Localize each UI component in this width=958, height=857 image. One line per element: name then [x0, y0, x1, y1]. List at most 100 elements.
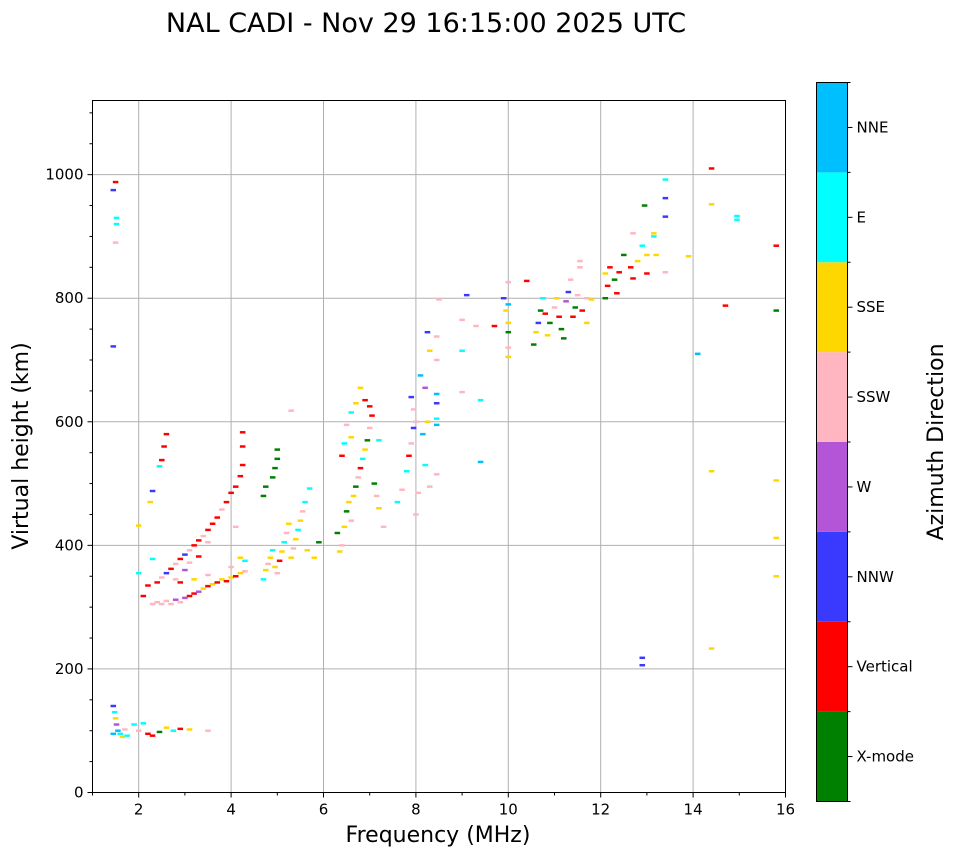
data-point	[186, 549, 193, 552]
data-point	[357, 386, 364, 390]
data-point	[584, 321, 590, 325]
data-point	[567, 278, 574, 281]
data-point	[205, 584, 211, 588]
x-tick-label: 16	[776, 801, 795, 819]
data-point	[110, 704, 117, 708]
colorbar-label: E	[857, 208, 866, 226]
x-axis-title: Frequency (MHz)	[346, 823, 531, 848]
data-point	[551, 306, 558, 309]
data-point	[722, 304, 729, 307]
data-point	[572, 306, 579, 309]
data-point	[195, 539, 202, 542]
plot-frame	[92, 100, 786, 793]
data-point	[239, 463, 246, 467]
data-point	[558, 327, 565, 331]
data-point	[110, 732, 117, 736]
data-point	[159, 602, 165, 606]
colorbar-segment	[816, 352, 848, 442]
data-point	[149, 602, 156, 606]
data-point	[662, 215, 669, 218]
data-point	[110, 188, 117, 192]
data-point	[463, 293, 470, 297]
data-point	[424, 420, 431, 424]
data-point	[353, 402, 359, 405]
data-point	[436, 298, 442, 301]
data-point	[408, 395, 415, 399]
data-point	[433, 335, 440, 338]
data-point	[205, 541, 211, 544]
data-point	[477, 460, 484, 464]
data-point	[293, 537, 299, 541]
data-point	[376, 507, 382, 510]
data-point	[426, 349, 433, 352]
y-tick-label: 800	[55, 289, 84, 307]
data-point	[651, 235, 657, 238]
colorbar-segment	[816, 711, 848, 802]
data-point	[209, 583, 216, 586]
x-tick-label: 10	[499, 801, 518, 819]
data-point	[112, 717, 119, 720]
data-point	[237, 571, 244, 575]
data-points	[110, 167, 780, 739]
x-tick-label: 14	[684, 801, 703, 819]
data-point	[565, 290, 572, 294]
data-point	[149, 557, 156, 561]
data-point	[503, 309, 509, 312]
data-point	[577, 259, 583, 263]
data-point	[574, 293, 581, 297]
x-tick-label: 2	[134, 801, 144, 819]
data-point	[505, 355, 512, 359]
data-point	[228, 576, 234, 579]
data-point	[473, 324, 479, 328]
data-point	[708, 647, 715, 650]
data-point	[685, 254, 692, 258]
data-point	[223, 579, 230, 583]
y-tick-label: 600	[55, 413, 84, 431]
data-point	[355, 476, 361, 479]
data-point	[554, 296, 560, 300]
colorbar-label: SSE	[857, 298, 886, 316]
data-point	[639, 656, 646, 660]
colorbar-frame	[816, 82, 848, 802]
data-point	[339, 544, 345, 547]
data-point	[306, 487, 313, 490]
data-point	[334, 531, 341, 535]
data-point	[579, 309, 585, 312]
data-point	[560, 337, 567, 340]
data-point	[413, 513, 419, 516]
data-point	[341, 442, 348, 445]
data-point	[773, 479, 780, 482]
data-point	[630, 277, 636, 280]
data-point	[542, 312, 549, 315]
data-point	[621, 253, 627, 257]
data-point	[426, 485, 433, 488]
data-point	[295, 528, 301, 532]
data-point	[773, 244, 780, 247]
colorbar-label: NNE	[857, 118, 889, 136]
data-point	[177, 727, 184, 731]
data-point	[348, 411, 354, 414]
data-point	[535, 321, 542, 325]
data-point	[112, 180, 119, 184]
data-point	[232, 575, 239, 578]
data-point	[272, 565, 278, 569]
data-point	[630, 232, 636, 235]
data-point	[734, 218, 740, 221]
data-point	[113, 723, 120, 726]
data-point	[348, 519, 354, 522]
data-point	[269, 549, 276, 552]
data-point	[604, 284, 611, 288]
data-point	[505, 346, 512, 349]
data-point	[505, 330, 512, 334]
data-point	[570, 315, 576, 318]
data-point	[433, 423, 440, 427]
data-point	[145, 732, 151, 736]
data-point	[362, 398, 368, 402]
data-point	[410, 426, 417, 430]
data-point	[170, 729, 177, 732]
colorbar-title: Azimuth Direction	[924, 343, 949, 540]
data-point	[262, 568, 269, 572]
data-point	[260, 494, 267, 498]
data-point	[366, 405, 373, 408]
data-point	[119, 735, 126, 739]
